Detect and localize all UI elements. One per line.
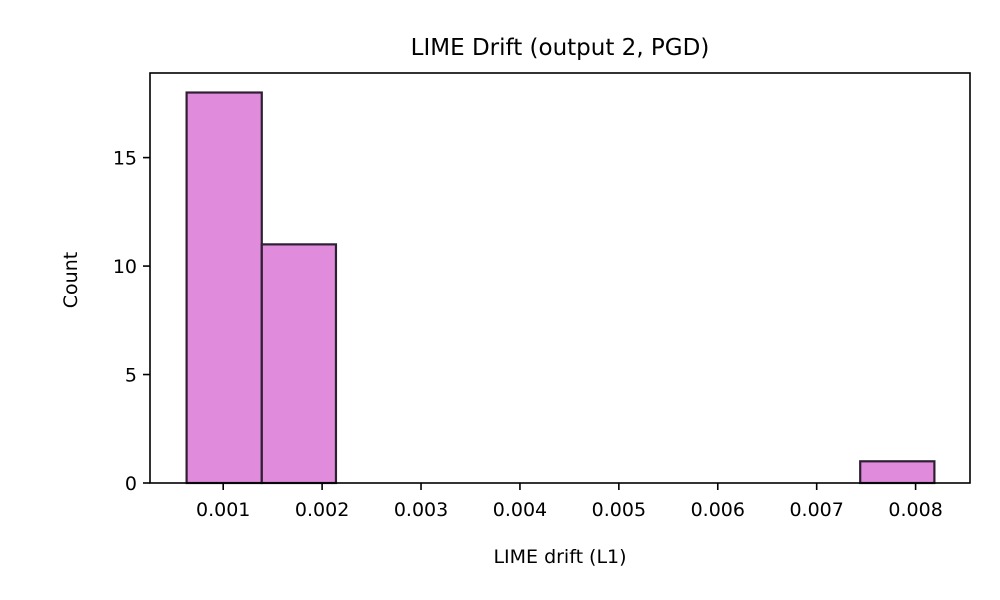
plot-frame bbox=[149, 72, 971, 484]
x-tick-label: 0.005 bbox=[592, 499, 646, 521]
y-axis-label: Count bbox=[60, 252, 82, 308]
x-tick-label: 0.007 bbox=[789, 499, 843, 521]
histogram-bar-9 bbox=[859, 460, 936, 485]
x-tick-label: 0.008 bbox=[888, 499, 942, 521]
x-tick-label: 0.003 bbox=[394, 499, 448, 521]
histogram-bar-0 bbox=[185, 91, 263, 485]
y-tick-label: 10 bbox=[113, 256, 137, 278]
x-axis-ticks: 0.001 0.002 0.003 0.004 0.005 0.006 0.007 0.008 bbox=[196, 483, 943, 521]
x-tick-label: 0.001 bbox=[196, 499, 250, 521]
chart-title: LIME Drift (output 2, PGD) bbox=[411, 35, 710, 61]
bars-group bbox=[185, 91, 936, 485]
x-tick-label: 0.002 bbox=[295, 499, 349, 521]
histogram-bar-1 bbox=[260, 243, 338, 485]
x-axis-label: LIME drift (L1) bbox=[493, 546, 626, 568]
y-tick-label: 15 bbox=[113, 148, 137, 170]
y-tick-label: 5 bbox=[125, 365, 137, 387]
y-axis-ticks: 0 5 10 15 bbox=[113, 148, 150, 495]
x-tick-label: 0.004 bbox=[493, 499, 547, 521]
y-tick-label: 0 bbox=[125, 473, 137, 495]
x-tick-label: 0.006 bbox=[691, 499, 745, 521]
